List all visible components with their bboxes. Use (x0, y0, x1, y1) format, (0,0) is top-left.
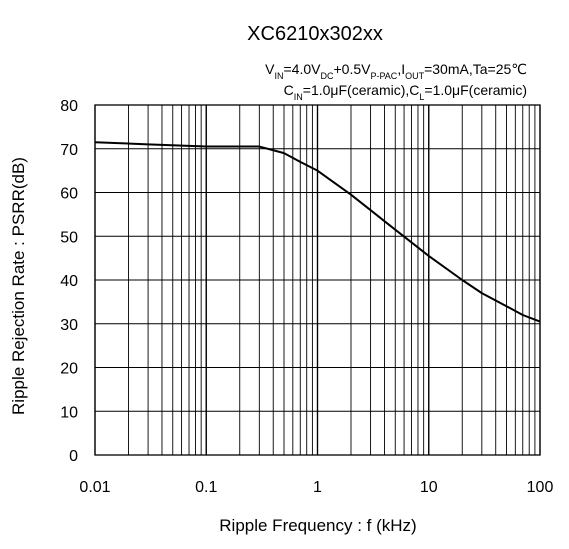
y-tick-label: 20 (60, 361, 78, 378)
y-tick-label: 80 (60, 98, 78, 115)
y-tick-label: 30 (60, 317, 78, 334)
y-tick-label: 40 (60, 273, 78, 290)
x-tick-label: 0.1 (195, 479, 217, 496)
x-tick-label: 100 (527, 479, 554, 496)
y-tick-label: 50 (60, 229, 78, 246)
psrr-series-line (94, 141, 541, 323)
x-axis-label: Ripple Frequency : f (kHz) (219, 516, 416, 535)
grid (94, 104, 541, 456)
y-tick-label: 70 (60, 142, 78, 159)
x-tick-label: 1 (313, 479, 322, 496)
y-tick-label: 60 (60, 186, 78, 203)
x-tick-labels: 0.01 0.1 1 10 100 (79, 479, 553, 496)
plot-frame (94, 104, 541, 456)
series-layer (94, 141, 541, 323)
y-tick-labels: 0 10 20 30 40 50 60 70 80 (60, 98, 78, 465)
y-axis-label: Ripple Rejection Rate : PSRR(dB) (9, 157, 28, 415)
x-tick-label: 10 (420, 479, 438, 496)
test-conditions-line-2: CIN=1.0μF(ceramic),CL=1.0μF(ceramic) (284, 82, 527, 102)
y-tick-label: 0 (69, 448, 78, 465)
test-conditions-line-1: VIN=4.0VDC+0.5VP-PAC,IOUT=30mA,Ta=25℃ (265, 61, 527, 81)
chart-title: XC6210x302xx (247, 23, 383, 45)
y-tick-label: 10 (60, 404, 78, 421)
x-tick-label: 0.01 (79, 479, 110, 496)
